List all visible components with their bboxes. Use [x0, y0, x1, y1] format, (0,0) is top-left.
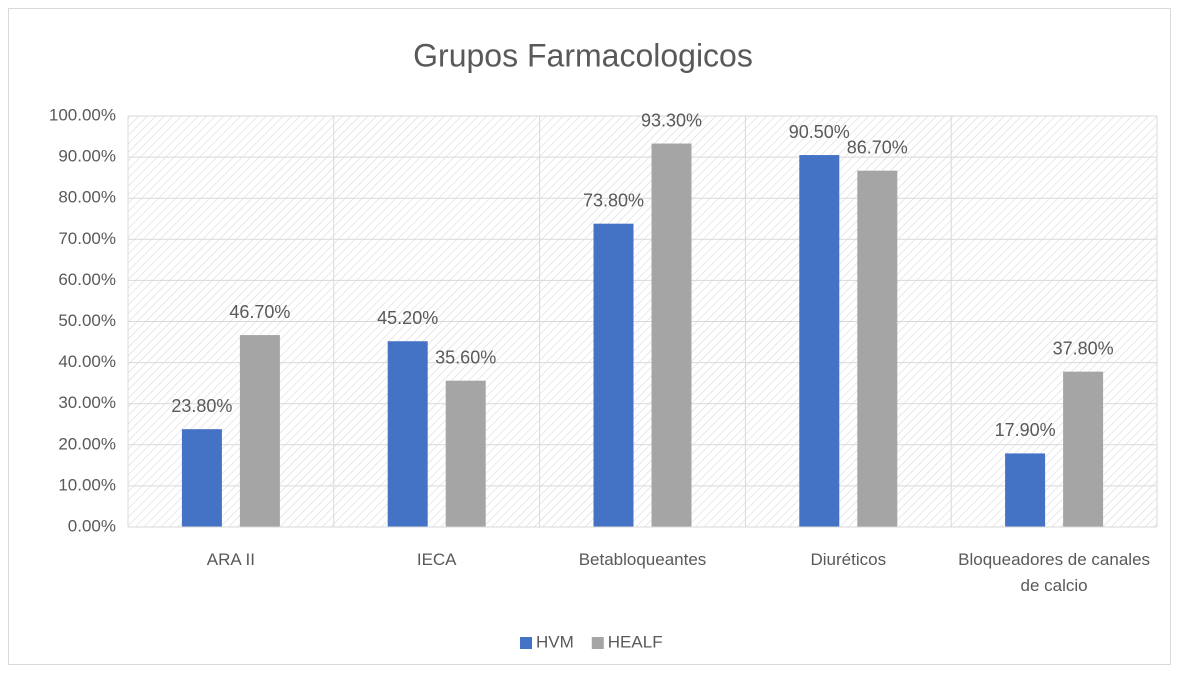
y-tick-label: 100.00%: [49, 105, 116, 124]
value-label: 23.80%: [171, 396, 232, 416]
y-tick-label: 80.00%: [58, 188, 116, 207]
y-tick-label: 50.00%: [58, 311, 116, 330]
legend-swatch: [591, 637, 604, 649]
y-tick-label: 70.00%: [58, 229, 116, 248]
y-tick-label: 60.00%: [58, 270, 116, 289]
y-tick-label: 10.00%: [58, 475, 116, 494]
bar: [593, 223, 634, 527]
legend-label: HVM: [536, 632, 574, 651]
value-label: 90.50%: [789, 122, 850, 142]
x-tick-label: ARA II: [206, 550, 255, 569]
legend-swatch: [520, 637, 532, 649]
chart-title: Grupos Farmacologicos: [413, 37, 753, 73]
y-tick-label: 30.00%: [58, 393, 116, 412]
legend-label: HEALF: [608, 632, 663, 651]
y-tick-label: 20.00%: [58, 434, 116, 453]
x-tick-label: Betabloqueantes: [578, 550, 707, 569]
bar: [239, 335, 280, 527]
x-tick-label: Diuréticos: [810, 550, 887, 569]
value-label: 45.20%: [377, 308, 438, 328]
bar: [799, 155, 840, 528]
value-label: 93.30%: [641, 110, 702, 130]
value-label: 17.90%: [995, 420, 1056, 440]
bar: [857, 170, 898, 527]
value-label: 73.80%: [583, 190, 644, 210]
bar: [181, 429, 222, 527]
y-tick-label: 90.00%: [58, 147, 116, 166]
bar: [1005, 453, 1046, 527]
bar: [1063, 371, 1104, 527]
value-label: 86.70%: [847, 137, 908, 157]
value-label: 35.60%: [435, 347, 496, 367]
y-tick-label: 0.00%: [68, 516, 116, 535]
y-tick-label: 40.00%: [58, 352, 116, 371]
bar: [387, 341, 428, 527]
x-tick-label: Bloqueadores de canales de calcio: [958, 550, 1151, 595]
x-tick-label: IECA: [416, 550, 457, 569]
value-label: 37.80%: [1053, 338, 1114, 358]
bar: [445, 380, 486, 527]
value-label: 46.70%: [229, 302, 290, 322]
bar: [651, 143, 692, 528]
